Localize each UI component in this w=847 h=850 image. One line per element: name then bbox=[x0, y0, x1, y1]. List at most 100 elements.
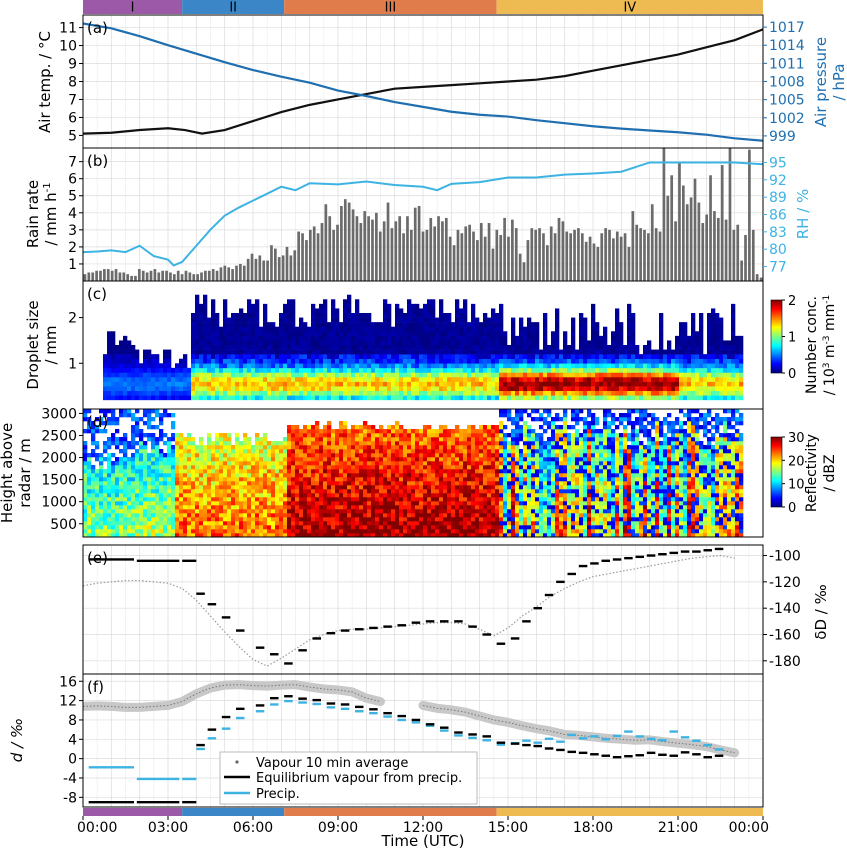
reflectivity-cell bbox=[203, 497, 208, 502]
droplet-cell bbox=[511, 335, 516, 341]
droplet-cell bbox=[555, 349, 560, 355]
droplet-cell bbox=[411, 395, 416, 401]
droplet-cell bbox=[655, 349, 660, 355]
droplet-cell bbox=[483, 354, 488, 360]
droplet-cell bbox=[627, 345, 632, 350]
reflectivity-cell bbox=[351, 453, 356, 458]
droplet-cell bbox=[103, 367, 108, 373]
droplet-cell bbox=[615, 335, 620, 341]
droplet-cell bbox=[223, 372, 228, 378]
reflectivity-cell bbox=[215, 469, 220, 474]
reflectivity-cell bbox=[99, 525, 104, 530]
droplet-cell bbox=[615, 322, 620, 328]
droplet-cell bbox=[375, 381, 380, 387]
reflectivity-cell bbox=[291, 533, 296, 537]
droplet-cell bbox=[219, 349, 224, 355]
droplet-cell bbox=[519, 372, 524, 378]
panel-c-cbar-unit-b: m bbox=[822, 344, 838, 362]
droplet-cell bbox=[323, 358, 328, 364]
droplet-cell bbox=[643, 363, 648, 369]
reflectivity-cell bbox=[203, 493, 208, 498]
droplet-cell bbox=[627, 386, 632, 392]
droplet-cell bbox=[275, 358, 280, 364]
droplet-cell bbox=[219, 358, 224, 364]
droplet-cell bbox=[423, 363, 428, 369]
droplet-cell bbox=[327, 326, 332, 332]
droplet-cell bbox=[107, 354, 112, 360]
reflectivity-cell bbox=[115, 493, 120, 498]
droplet-cell bbox=[299, 340, 304, 346]
panel-a-ylabel-right-line1: Air pressure bbox=[812, 37, 830, 127]
reflectivity-cell bbox=[203, 485, 208, 490]
droplet-cell bbox=[667, 340, 672, 346]
reflectivity-cell bbox=[359, 433, 364, 438]
reflectivity-cell bbox=[143, 461, 148, 466]
reflectivity-cell bbox=[339, 473, 344, 478]
droplet-cell bbox=[711, 322, 716, 328]
reflectivity-cell bbox=[259, 461, 264, 466]
droplet-cell bbox=[339, 345, 344, 350]
reflectivity-cell bbox=[339, 517, 344, 522]
droplet-cell bbox=[227, 331, 232, 337]
reflectivity-cell bbox=[211, 525, 216, 530]
droplet-cell bbox=[619, 335, 624, 341]
rain-rate-bar bbox=[297, 231, 300, 281]
droplet-cell bbox=[463, 345, 468, 350]
reflectivity-cell bbox=[175, 461, 180, 466]
droplet-cell bbox=[243, 349, 248, 355]
reflectivity-cell bbox=[103, 441, 108, 446]
droplet-cell bbox=[119, 372, 124, 378]
droplet-cell bbox=[663, 358, 668, 364]
reflectivity-cell bbox=[339, 489, 344, 494]
droplet-cell bbox=[483, 322, 488, 328]
droplet-cell bbox=[399, 349, 404, 355]
droplet-cell bbox=[495, 331, 500, 337]
reflectivity-cell bbox=[103, 489, 108, 494]
droplet-cell bbox=[191, 335, 196, 341]
reflectivity-cell bbox=[83, 473, 88, 478]
reflectivity-cell bbox=[83, 521, 88, 526]
reflectivity-cell bbox=[179, 533, 184, 537]
droplet-cell bbox=[347, 349, 352, 355]
droplet-cell bbox=[559, 395, 564, 401]
reflectivity-cell bbox=[355, 493, 360, 498]
droplet-cell bbox=[475, 386, 480, 392]
droplet-cell bbox=[455, 377, 460, 382]
reflectivity-cell bbox=[143, 413, 148, 418]
panel-c-plot bbox=[103, 294, 744, 401]
reflectivity-cell bbox=[143, 441, 148, 446]
droplet-cell bbox=[515, 363, 520, 369]
droplet-cell bbox=[567, 381, 572, 387]
droplet-cell bbox=[355, 313, 360, 318]
reflectivity-cell bbox=[327, 533, 332, 537]
reflectivity-cell bbox=[223, 505, 228, 510]
droplet-cell bbox=[599, 354, 604, 360]
rain-rate-bar bbox=[546, 245, 549, 281]
reflectivity-cell bbox=[107, 473, 112, 478]
reflectivity-cell bbox=[327, 477, 332, 482]
droplet-cell bbox=[431, 345, 436, 350]
droplet-cell bbox=[739, 363, 744, 369]
droplet-cell bbox=[419, 317, 424, 323]
droplet-cell bbox=[307, 326, 312, 332]
droplet-cell bbox=[503, 381, 508, 387]
reflectivity-cell bbox=[315, 533, 320, 537]
droplet-cell bbox=[527, 345, 532, 350]
reflectivity-cell bbox=[135, 421, 140, 426]
droplet-cell bbox=[195, 381, 200, 387]
droplet-cell bbox=[707, 313, 712, 318]
reflectivity-cell bbox=[323, 501, 328, 506]
droplet-cell bbox=[207, 331, 212, 337]
droplet-cell bbox=[419, 354, 424, 360]
droplet-cell bbox=[687, 363, 692, 369]
reflectivity-cell bbox=[363, 421, 368, 426]
reflectivity-cell bbox=[323, 457, 328, 462]
droplet-cell bbox=[295, 358, 300, 364]
reflectivity-cell bbox=[347, 429, 352, 434]
reflectivity-cell bbox=[211, 529, 216, 534]
droplet-cell bbox=[227, 395, 232, 401]
droplet-cell bbox=[627, 303, 632, 309]
droplet-cell bbox=[555, 308, 560, 314]
reflectivity-cell bbox=[207, 489, 212, 494]
droplet-cell bbox=[283, 367, 288, 373]
